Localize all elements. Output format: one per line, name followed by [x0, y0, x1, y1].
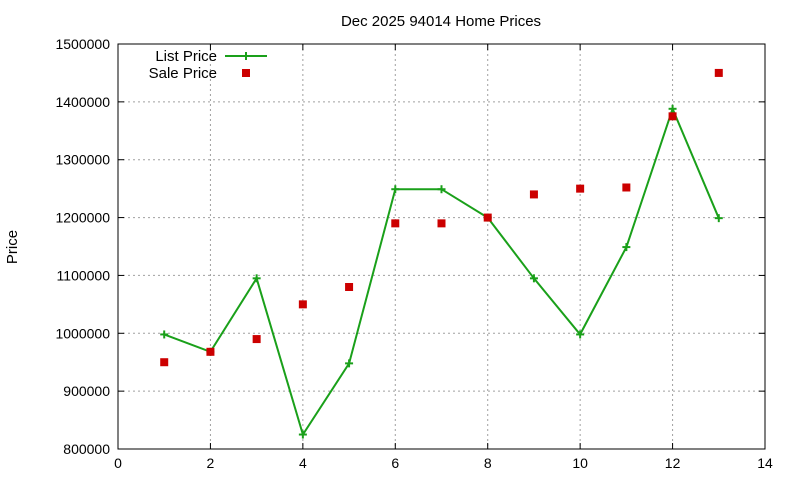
legend-marker: [242, 52, 250, 60]
x-tick-label: 4: [299, 455, 307, 471]
data-point: [252, 274, 261, 283]
data-point: [160, 358, 169, 367]
data-point: [437, 185, 446, 194]
data-point: [622, 183, 631, 192]
y-tick-label: 1200000: [55, 210, 110, 226]
data-point: [529, 190, 538, 199]
data-point: [298, 430, 307, 439]
x-tick-label: 14: [757, 455, 773, 471]
series-1: [160, 68, 723, 367]
axis-ticks: [117, 43, 766, 450]
y-tick-label: 1300000: [55, 152, 110, 168]
y-tick-label: 1000000: [55, 325, 110, 341]
x-tick-label: 0: [114, 455, 122, 471]
legend-label: Sale Price: [149, 65, 217, 82]
data-point: [529, 274, 538, 283]
chart-title: Dec 2025 94014 Home Prices: [341, 13, 541, 30]
data-point: [668, 112, 677, 121]
tick-labels: 0 2 4 6 8 10 12 14 800000 900000 1000000 1100000 120…: [55, 36, 773, 471]
series-0: [160, 104, 723, 439]
plot-frame: [117, 43, 766, 450]
data-point: [345, 283, 354, 291]
series-line: [163, 105, 720, 437]
data-point: [206, 347, 215, 356]
data-point: [391, 185, 400, 194]
data-point: [576, 184, 585, 193]
x-tick-label: 2: [207, 455, 215, 471]
grid-lines: [118, 44, 765, 449]
y-tick-label: 1500000: [55, 36, 110, 52]
y-tick-label: 1400000: [55, 94, 110, 110]
x-tick-label: 12: [665, 455, 681, 471]
data-point: [345, 359, 354, 368]
y-tick-label: 800000: [63, 441, 110, 457]
data-point: [298, 300, 307, 309]
data-point: [252, 335, 261, 344]
y-tick-label: 1100000: [57, 267, 111, 283]
x-tick-label: 8: [484, 455, 492, 471]
data-point: [483, 213, 492, 222]
data-point: [576, 330, 585, 339]
x-tick-label: 10: [572, 455, 588, 471]
legend-marker: [242, 69, 250, 77]
data-point: [160, 330, 169, 339]
y-tick-label: 900000: [63, 383, 110, 399]
data-point: [714, 214, 723, 223]
data-point: [391, 219, 400, 228]
x-tick-label: 6: [391, 455, 399, 471]
legend-label: List Price: [155, 48, 217, 65]
series-layer: [160, 68, 723, 439]
data-point: [437, 219, 446, 228]
data-point: [714, 68, 723, 77]
data-point: [622, 243, 631, 252]
y-axis-label: Price: [4, 230, 21, 264]
data-point: [668, 104, 677, 113]
